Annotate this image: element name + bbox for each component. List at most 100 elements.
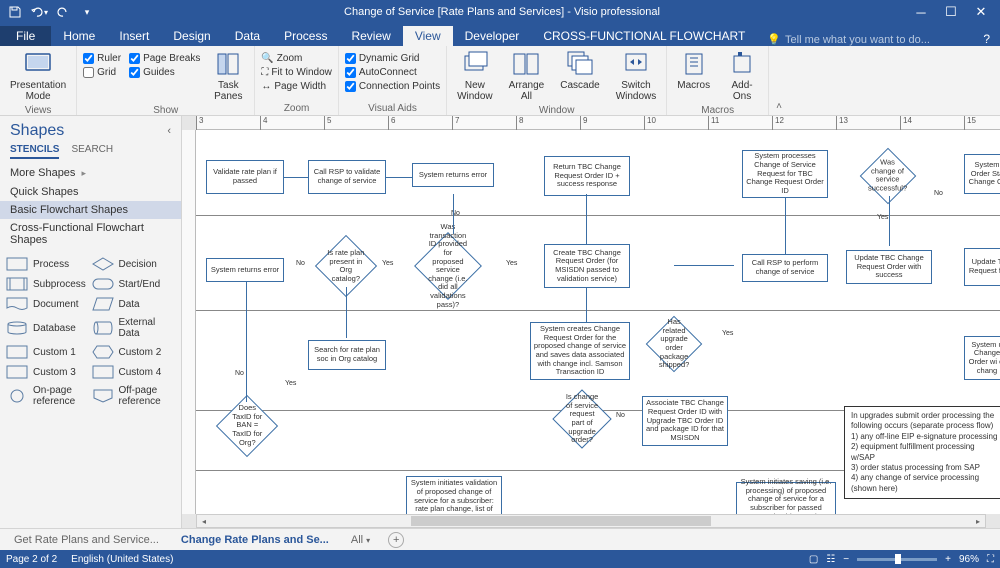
scroll-right-icon[interactable]: ▸ <box>971 517 985 526</box>
flow-node[interactable]: Call RSP to perform change of service <box>742 254 828 282</box>
minimize-button[interactable]: ─ <box>906 0 936 24</box>
annotation-textbox[interactable]: In upgrades submit order processing the … <box>844 406 1000 499</box>
shape-document[interactable]: Document <box>6 297 90 311</box>
zoom-slider[interactable] <box>857 558 937 561</box>
pagebreaks-checkbox[interactable]: Page Breaks <box>127 52 202 65</box>
shape-data[interactable]: Data <box>92 297 176 311</box>
flow-node[interactable]: Call RSP to validate change of service <box>308 160 386 194</box>
scroll-left-icon[interactable]: ◂ <box>197 517 211 526</box>
stencil-basic-flowchart[interactable]: Basic Flowchart Shapes <box>0 201 181 219</box>
view-mode-icon[interactable]: ☷ <box>826 554 835 565</box>
tab-developer[interactable]: Developer <box>453 26 532 46</box>
switch-windows-button[interactable]: Switch Windows <box>610 48 663 104</box>
save-icon[interactable] <box>4 2 26 22</box>
tab-process[interactable]: Process <box>272 26 339 46</box>
flow-node[interactable]: Update T Request fa <box>964 248 1000 286</box>
record-macro-icon[interactable]: ▢ <box>809 554 818 565</box>
ribbon-help-icon[interactable]: ? <box>973 32 1000 46</box>
zoom-level[interactable]: 96% <box>959 554 979 565</box>
collapse-shapes-icon[interactable]: ‹ <box>167 125 171 137</box>
flow-node[interactable]: Has related upgrade order package shippe… <box>646 316 703 373</box>
horizontal-scrollbar[interactable]: ◂ ▸ <box>196 514 986 528</box>
flow-node[interactable]: System u Change Order wi of chang <box>964 336 1000 380</box>
flow-node[interactable]: System initiates saving (i.e. processing… <box>736 482 836 514</box>
collapse-ribbon-icon[interactable]: ˄ <box>769 46 789 115</box>
tab-file[interactable]: File <box>0 26 51 46</box>
flow-node[interactable]: Return TBC Change Request Order ID + suc… <box>544 156 630 196</box>
flow-node[interactable]: Was transaction ID provided for proposed… <box>414 232 482 300</box>
drawing-canvas[interactable]: Validate rate plan if passed Call RSP to … <box>196 130 1000 514</box>
task-panes-button[interactable]: Task Panes <box>206 48 250 104</box>
page-indicator[interactable]: Page 2 of 2 <box>6 554 57 565</box>
stencil-quick-shapes[interactable]: Quick Shapes <box>0 183 181 201</box>
page-width-button[interactable]: ↔Page Width <box>259 80 334 93</box>
addons-button[interactable]: Add- Ons <box>720 48 764 104</box>
language-indicator[interactable]: English (United States) <box>71 554 173 565</box>
close-button[interactable]: ✕ <box>966 0 996 24</box>
autoconnect-checkbox[interactable]: AutoConnect <box>343 66 442 79</box>
grid-checkbox[interactable]: Grid <box>81 66 123 79</box>
stencil-cross-functional[interactable]: Cross-Functional Flowchart Shapes <box>0 219 181 249</box>
shape-subprocess[interactable]: Subprocess <box>6 277 90 291</box>
flow-node[interactable]: Update TBC Change Request Order with suc… <box>846 250 932 284</box>
flow-node[interactable]: System creates Change Request Order for … <box>530 322 630 380</box>
cascade-button[interactable]: Cascade <box>554 48 605 93</box>
flow-node[interactable]: System returns error <box>412 163 494 187</box>
new-window-button[interactable]: New Window <box>451 48 499 104</box>
connection-points-checkbox[interactable]: Connection Points <box>343 80 442 93</box>
tab-review[interactable]: Review <box>339 26 402 46</box>
maximize-button[interactable]: ☐ <box>936 0 966 24</box>
shape-process[interactable]: Process <box>6 257 90 271</box>
more-shapes-button[interactable]: More Shapes▸ <box>0 163 181 183</box>
flow-node[interactable]: Search for rate plan soc in Org catalog <box>308 340 386 370</box>
flow-node[interactable]: Does TaxID for BAN = TaxID for Org? <box>216 395 278 457</box>
shape-decision[interactable]: Decision <box>92 257 176 271</box>
flow-node[interactable]: Is change of service request part of upg… <box>552 389 611 448</box>
add-page-button[interactable]: + <box>388 532 404 548</box>
flow-node[interactable]: Create TBC Change Request Order (for MSI… <box>544 244 630 288</box>
stencils-tab[interactable]: STENCILS <box>10 144 59 159</box>
page-tab-2[interactable]: Change Rate Plans and Se... <box>177 532 333 548</box>
ruler-checkbox[interactable]: Ruler <box>81 52 123 65</box>
shape-custom-4[interactable]: Custom 4 <box>92 365 176 379</box>
flow-node[interactable]: Validate rate plan if passed <box>206 160 284 194</box>
shape-off-page-reference[interactable]: Off-page reference <box>92 385 176 407</box>
tab-crossfunctional[interactable]: CROSS-FUNCTIONAL FLOWCHART <box>531 26 757 46</box>
page-tab-1[interactable]: Get Rate Plans and Service... <box>10 532 163 548</box>
tab-home[interactable]: Home <box>51 26 107 46</box>
shape-custom-1[interactable]: Custom 1 <box>6 345 90 359</box>
page-tab-all[interactable]: All ▾ <box>347 532 374 548</box>
arrange-all-button[interactable]: Arrange All <box>503 48 551 104</box>
shape-external-data[interactable]: External Data <box>92 317 176 339</box>
tab-insert[interactable]: Insert <box>107 26 161 46</box>
shape-custom-3[interactable]: Custom 3 <box>6 365 90 379</box>
zoom-in-icon[interactable]: + <box>945 554 951 565</box>
presentation-mode-button[interactable]: Presentation Mode <box>4 48 72 104</box>
flow-node[interactable]: System returns error <box>206 258 284 282</box>
zoom-button[interactable]: 🔍Zoom <box>259 52 334 65</box>
guides-checkbox[interactable]: Guides <box>127 66 202 79</box>
shape-start-end[interactable]: Start/End <box>92 277 176 291</box>
undo-icon[interactable]: ▾ <box>28 2 50 22</box>
tab-view[interactable]: View <box>403 26 453 46</box>
tab-design[interactable]: Design <box>161 26 222 46</box>
fit-page-icon[interactable]: ⛶ <box>987 554 994 565</box>
shape-custom-2[interactable]: Custom 2 <box>92 345 176 359</box>
dynamic-grid-checkbox[interactable]: Dynamic Grid <box>343 52 442 65</box>
flow-node[interactable]: Associate TBC Change Request Order ID wi… <box>642 396 728 446</box>
scroll-thumb[interactable] <box>411 516 711 526</box>
shape-on-page-reference[interactable]: On-page reference <box>6 385 90 407</box>
zoom-out-icon[interactable]: − <box>843 554 849 565</box>
macros-button[interactable]: Macros <box>671 48 716 93</box>
flow-node[interactable]: System processes Change of Service Reque… <box>742 150 828 198</box>
fit-window-button[interactable]: ⛶Fit to Window <box>259 66 334 79</box>
qat-customize-icon[interactable]: ▾ <box>76 2 98 22</box>
shape-database[interactable]: Database <box>6 317 90 339</box>
tab-data[interactable]: Data <box>223 26 272 46</box>
flow-node[interactable]: Was change of service successful? <box>860 148 917 205</box>
flow-node[interactable]: System initiates validation of proposed … <box>406 476 502 514</box>
search-tab[interactable]: SEARCH <box>71 144 113 159</box>
tell-me-search[interactable]: 💡Tell me what you want to do... <box>757 33 940 46</box>
redo-icon[interactable] <box>52 2 74 22</box>
flow-node[interactable]: System Order Sta Change Or <box>964 154 1000 194</box>
